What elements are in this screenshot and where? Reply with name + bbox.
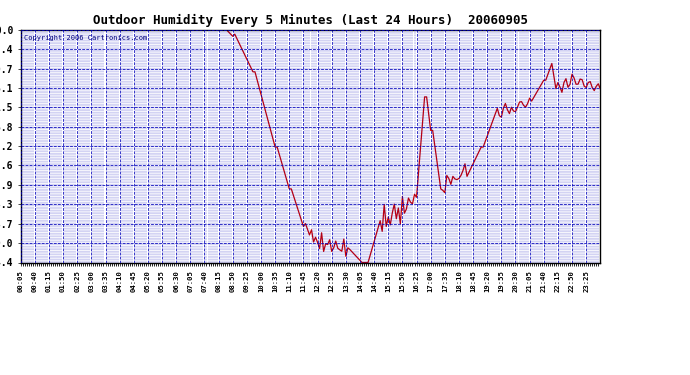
Text: Copyright 2006 Cartronics.com: Copyright 2006 Cartronics.com [23, 34, 147, 40]
Title: Outdoor Humidity Every 5 Minutes (Last 24 Hours)  20060905: Outdoor Humidity Every 5 Minutes (Last 2… [93, 14, 528, 27]
